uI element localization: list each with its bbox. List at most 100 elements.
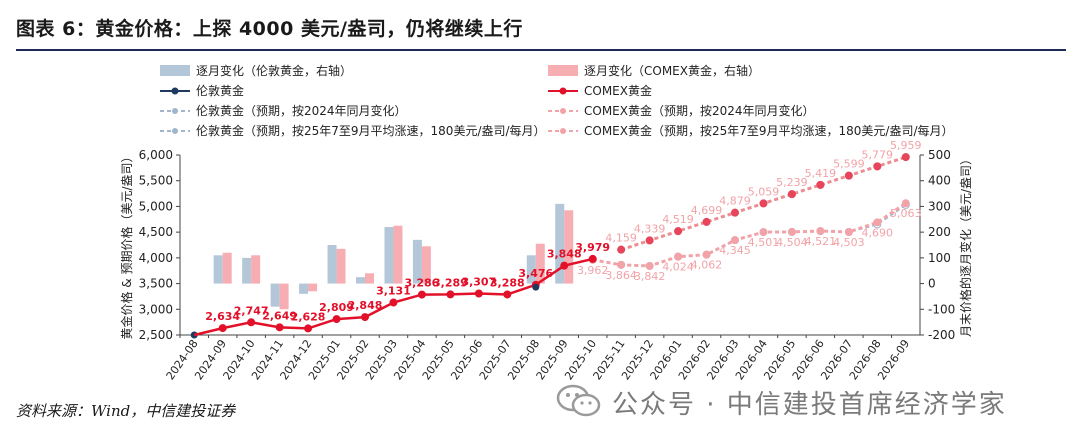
legend-label: 逐月变化（COMEX黄金，右轴）	[584, 63, 760, 78]
watermark-text: 公众号 · 中信建投首席经济学家	[612, 390, 1007, 420]
comex-data-label: 2,848	[348, 299, 383, 312]
legend-label: 伦敦黄金	[196, 83, 244, 98]
legend-label: COMEX黄金（预期，按2024年同月变化）	[584, 103, 815, 118]
comex-data-label: 3,286	[405, 277, 440, 290]
comex-forecast-trend-point	[617, 245, 626, 254]
comex-actual-line	[222, 257, 593, 330]
comex-forecast-seasonal-point	[759, 228, 768, 237]
comex-actual-point	[275, 323, 284, 332]
comex-data-label: 3,307	[461, 275, 496, 288]
left-tick-label: 3,000	[139, 302, 173, 316]
london-actual-point	[532, 283, 540, 291]
comex-start-connector	[193, 326, 223, 337]
comex-seasonal-label: 4,504	[776, 236, 808, 249]
comex-trend-label: 5,419	[805, 167, 837, 180]
comex-seasonal-label: 4,345	[719, 244, 751, 257]
comex-data-label: 2,747	[234, 304, 269, 317]
comex-actual-point	[247, 318, 256, 327]
right-tick-label: 500	[928, 148, 951, 162]
comex-trend-label: 4,339	[634, 222, 666, 235]
comex-actual-point	[503, 290, 512, 299]
comex-data-label: 3,476	[518, 267, 553, 280]
gold-price-chart: 2,500 3,000 3,500 4,000 4,500 5,000 5,500 6,000…	[119, 63, 973, 382]
left-tick-label: 3,500	[139, 277, 173, 291]
legend-marker	[560, 108, 566, 114]
legend-swatch	[548, 65, 578, 76]
comex-data-label: 3,848	[547, 248, 582, 261]
comex-forecast-trend-point	[787, 190, 796, 199]
comex-seasonal-label: 3,962	[577, 264, 609, 277]
comex-actual-point	[389, 298, 398, 307]
bar	[356, 277, 365, 284]
y-axis-title-left: 黄金价格 & 预期价格（美元/盎司）	[119, 150, 134, 339]
bar	[384, 227, 394, 284]
comex-data-label: 3,288	[490, 276, 525, 289]
comex-forecast-trend-point	[816, 180, 825, 189]
comex-actual-point	[332, 315, 341, 324]
comex-forecast-seasonal-point	[787, 227, 796, 236]
bar	[327, 245, 337, 284]
bar	[270, 283, 280, 307]
comex-trend-label: 5,959	[890, 139, 922, 152]
comex-forecast-trend-point	[873, 162, 882, 171]
comex-forecast-seasonal-point	[873, 218, 882, 227]
bar	[412, 239, 422, 284]
comex-trend-label: 5,059	[748, 185, 780, 198]
bar	[365, 273, 374, 284]
legend-marker	[560, 128, 566, 134]
comex-seasonal-label: 5,063	[890, 207, 922, 220]
left-tick-label: 5,500	[139, 174, 173, 188]
comex-forecast-seasonal-point	[702, 250, 711, 259]
bar	[308, 283, 318, 292]
legend-label: COMEX黄金（预期，按25年7至9月平均涨速，180美元/盎司/每月）	[584, 123, 954, 138]
bar	[279, 283, 289, 310]
comex-forecast-seasonal-point	[731, 236, 739, 245]
comex-forecast-trend-point	[759, 199, 768, 208]
bar	[213, 255, 223, 284]
comex-data-label: 2,649	[262, 309, 297, 322]
comex-trend-label: 4,159	[605, 232, 637, 245]
comex-actual-point	[361, 313, 369, 322]
legend-label: 伦敦黄金（预期，按25年7至9月平均涨速，180美元/盎司/每月）	[196, 123, 546, 138]
legend-marker	[559, 87, 567, 95]
comex-actual-point	[304, 324, 313, 333]
comex-seasonal-label: 4,521	[805, 235, 837, 248]
legend-marker	[171, 87, 179, 95]
comex-seasonal-label: 4,062	[691, 259, 723, 272]
comex-data-label: 2,809	[319, 301, 354, 314]
bar	[299, 283, 309, 294]
comex-trend-label: 5,779	[862, 148, 894, 161]
bar	[526, 255, 536, 284]
y-axis-title-right: 月末价格的逐月变化（美元/盎司）	[958, 153, 973, 337]
comex-actual-point	[417, 290, 426, 299]
comex-forecast-trend-point	[901, 153, 910, 162]
bar	[555, 203, 565, 284]
right-tick-label: 0	[928, 277, 936, 291]
legend-label: 伦敦黄金（预期，按2024年同月变化）	[196, 103, 407, 118]
comex-data-label: 2,634	[205, 310, 240, 323]
right-tick-label: 400	[928, 174, 951, 188]
bar	[251, 255, 261, 284]
left-tick-label: 2,500	[139, 328, 173, 342]
comex-actual-point	[560, 261, 569, 270]
comex-seasonal-label: 4,503	[833, 236, 865, 249]
left-tick-label: 4,500	[139, 225, 173, 239]
bar	[336, 248, 346, 284]
comex-trend-label: 5,599	[833, 158, 865, 171]
bar	[535, 243, 545, 284]
legend-label: 逐月变化（伦敦黄金，右轴）	[196, 63, 352, 78]
right-tick-label: -100	[928, 302, 955, 316]
comex-seasonal-label: 3,864	[605, 269, 637, 282]
comex-forecast-seasonal-line	[592, 201, 907, 268]
left-tick-label: 4,000	[139, 251, 173, 265]
comex-seasonal-label: 3,842	[634, 270, 666, 283]
comex-trend-label: 4,879	[719, 195, 751, 208]
comex-data-label: 3,979	[575, 241, 610, 254]
legend-swatch	[160, 65, 190, 76]
bar	[564, 210, 574, 284]
comex-actual-point	[588, 254, 597, 263]
right-tick-label: 100	[928, 251, 951, 265]
source-note: 资料来源：Wind，中信建投证券	[16, 402, 236, 420]
comex-forecast-seasonal-point	[844, 227, 853, 236]
comex-seasonal-label: 4,690	[862, 226, 894, 239]
